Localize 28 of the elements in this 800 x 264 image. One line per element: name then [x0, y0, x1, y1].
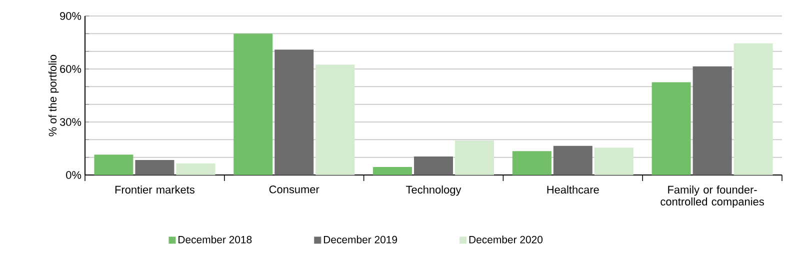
- y-tick-label: 0%: [66, 171, 82, 179]
- bar: [94, 154, 134, 175]
- bar: [455, 140, 494, 175]
- bar: [594, 148, 634, 175]
- bar: [373, 167, 412, 175]
- bar: [234, 34, 273, 175]
- x-tick-label: Healthcare: [547, 186, 599, 194]
- x-tick-label: Consumer: [269, 186, 320, 194]
- bar: [274, 50, 314, 175]
- legend-label: December 2020: [469, 236, 543, 244]
- bar: [553, 146, 592, 175]
- bar: [414, 156, 454, 175]
- legend-label: December 2019: [324, 236, 398, 244]
- x-tick-label: Family or founder-controlled companies: [660, 186, 764, 208]
- bar: [135, 160, 174, 175]
- x-tick-label: Frontier markets: [115, 186, 194, 194]
- bar: [316, 64, 355, 175]
- legend-label: December 2018: [178, 236, 252, 244]
- y-tick-label: 60%: [60, 65, 82, 73]
- y-tick-label: 30%: [60, 118, 82, 126]
- y-axis-title: % of the portfolio: [48, 54, 59, 136]
- x-tick-label: Technology: [406, 186, 462, 196]
- bar: [652, 82, 691, 175]
- bar: [734, 43, 773, 175]
- bar: [176, 164, 216, 175]
- bar: [512, 151, 552, 175]
- bar: [692, 66, 732, 175]
- y-tick-label: 90%: [60, 12, 82, 20]
